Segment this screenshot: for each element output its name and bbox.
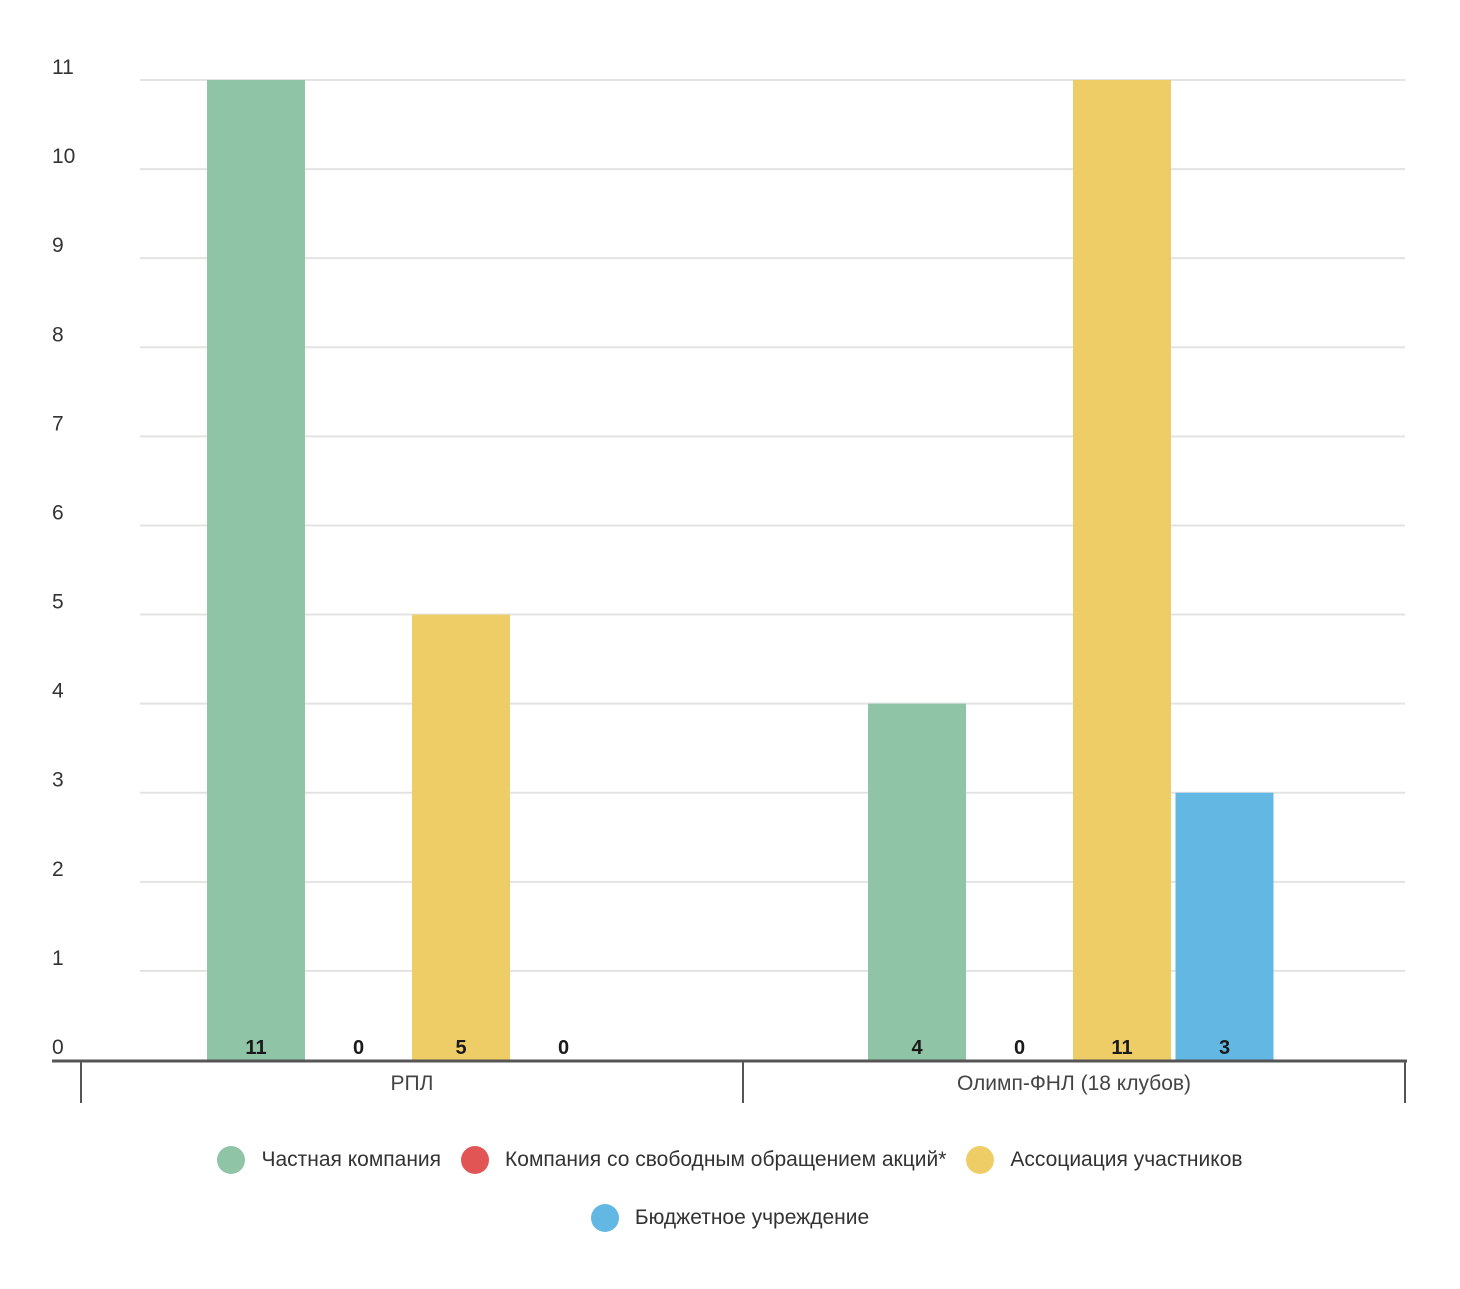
bar <box>207 80 305 1060</box>
legend-item: Бюджетное учреждение <box>590 1204 870 1232</box>
data-label: 0 <box>353 1037 364 1059</box>
legend-swatch <box>461 1146 490 1174</box>
y-tick-label: 11 <box>52 56 74 79</box>
y-tick-label: 4 <box>52 680 64 703</box>
x-category-label: РПЛ <box>391 1072 434 1095</box>
bar <box>868 703 966 1060</box>
gridlines <box>140 79 1405 972</box>
y-tick-label: 10 <box>52 145 75 168</box>
legend: Частная компания Компания со свободным об… <box>0 1146 1460 1174</box>
legend-item: Компания со свободным обращением акций* <box>461 1146 946 1174</box>
legend-label: Частная компания <box>261 1148 442 1171</box>
y-tick-label: 8 <box>52 323 64 346</box>
x-category-label: Олимп-ФНЛ (18 клубов) <box>957 1072 1191 1095</box>
y-tick-label: 1 <box>52 947 64 970</box>
legend-label: Компания со свободным обращением акций* <box>505 1148 947 1171</box>
bars <box>207 80 1274 1060</box>
bar <box>1175 792 1274 1060</box>
legend-item: Частная компания <box>217 1146 441 1174</box>
y-tick-label: 5 <box>52 591 64 614</box>
data-label: 4 <box>911 1037 923 1059</box>
data-label: 3 <box>1219 1037 1230 1059</box>
data-label: 5 <box>455 1037 466 1059</box>
y-tick-label: 3 <box>52 769 64 792</box>
legend-swatch <box>966 1146 995 1174</box>
x-axis: РПЛ Олимп-ФНЛ (18 клубов) <box>52 1059 1407 1103</box>
legend-item: Ассоциация участников <box>966 1146 1243 1174</box>
y-tick-label: 0 <box>52 1036 64 1059</box>
data-label: 0 <box>558 1037 569 1059</box>
y-tick-label: 7 <box>52 412 64 435</box>
data-label: 0 <box>1014 1037 1025 1059</box>
data-labels: 11 0 5 0 4 0 11 3 <box>245 1037 1230 1059</box>
legend: Бюджетное учреждение <box>0 1204 1460 1232</box>
legend-label: Бюджетное учреждение <box>634 1206 870 1229</box>
data-label: 11 <box>245 1037 266 1059</box>
legend-swatch <box>217 1146 246 1174</box>
legend-label: Ассоциация участников <box>1010 1148 1243 1171</box>
y-tick-label: 6 <box>52 501 64 524</box>
y-tick-label: 9 <box>52 234 64 257</box>
bar <box>412 614 510 1060</box>
data-label: 11 <box>1111 1037 1132 1059</box>
bar-chart: 0 1 2 3 4 5 6 7 8 9 10 11 11 0 5 0 4 0 11 3 РПЛ Олимп-ФНЛ (… <box>52 56 1407 1103</box>
bar <box>1073 80 1171 1060</box>
y-axis: 0 1 2 3 4 5 6 7 8 9 10 11 <box>52 56 75 1059</box>
legend-swatch <box>590 1204 619 1232</box>
y-tick-label: 2 <box>52 858 64 881</box>
